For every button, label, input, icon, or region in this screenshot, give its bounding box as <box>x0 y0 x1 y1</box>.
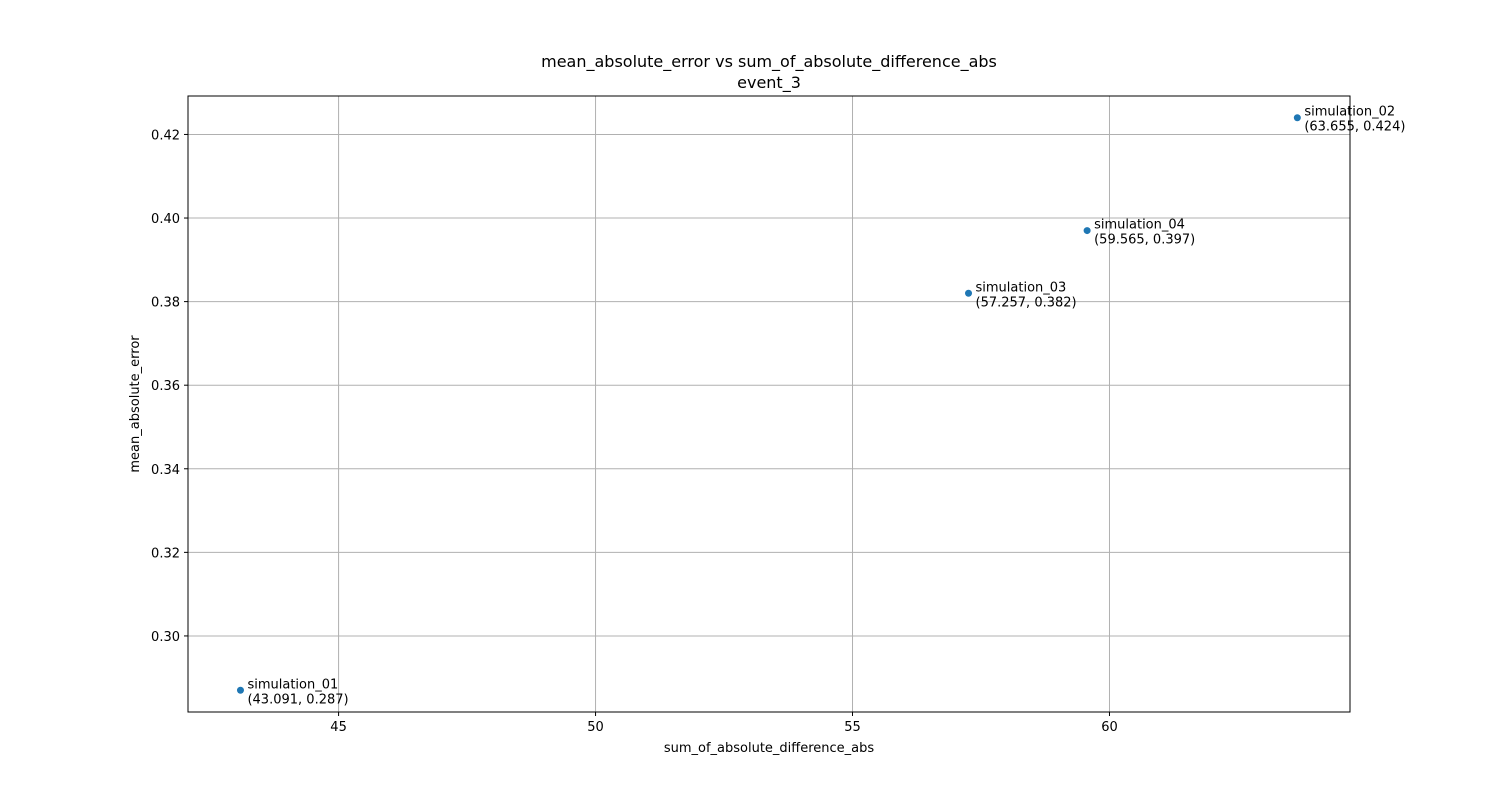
y-tick-label: 0.36 <box>151 379 180 394</box>
point-coord-label: (43.091, 0.287) <box>247 692 348 707</box>
y-tick-label: 0.40 <box>151 212 180 227</box>
point-name-label: simulation_04 <box>1094 218 1185 233</box>
data-point <box>1083 227 1091 235</box>
y-tick-label: 0.30 <box>151 630 180 645</box>
x-tick-label: 60 <box>1101 720 1118 735</box>
data-point <box>1293 114 1301 122</box>
plot-frame <box>187 95 1351 713</box>
chart-title: mean_absolute_error vs sum_of_absolute_d… <box>541 52 997 72</box>
axis-ticks: 45 50 55 60 0.30 0.32 0.34 0.36 0.38 0.40 0.42 <box>151 128 1118 735</box>
point-coord-label: (63.655, 0.424) <box>1304 120 1405 135</box>
grid <box>188 96 1350 712</box>
point-coord-label: (59.565, 0.397) <box>1094 233 1195 248</box>
x-tick-label: 45 <box>330 720 347 735</box>
y-tick-label: 0.32 <box>151 546 180 561</box>
data-points: simulation_01(43.091, 0.287) simulation_0… <box>236 105 1405 707</box>
data-point <box>236 686 244 694</box>
x-tick-label: 50 <box>587 720 604 735</box>
y-tick-label: 0.34 <box>151 463 180 478</box>
x-tick-label: 55 <box>844 720 861 735</box>
data-point <box>965 289 973 297</box>
point-name-label: simulation_01 <box>247 677 338 692</box>
point-name-label: simulation_02 <box>1304 105 1395 120</box>
y-axis-label: mean_absolute_error <box>128 335 143 473</box>
point-name-label: simulation_03 <box>976 280 1067 295</box>
point-coord-label: (57.257, 0.382) <box>976 295 1077 310</box>
y-tick-label: 0.38 <box>151 296 180 311</box>
y-tick-label: 0.42 <box>151 128 180 143</box>
chart-subtitle: event_3 <box>737 73 801 93</box>
x-axis-label: sum_of_absolute_difference_abs <box>664 741 875 756</box>
